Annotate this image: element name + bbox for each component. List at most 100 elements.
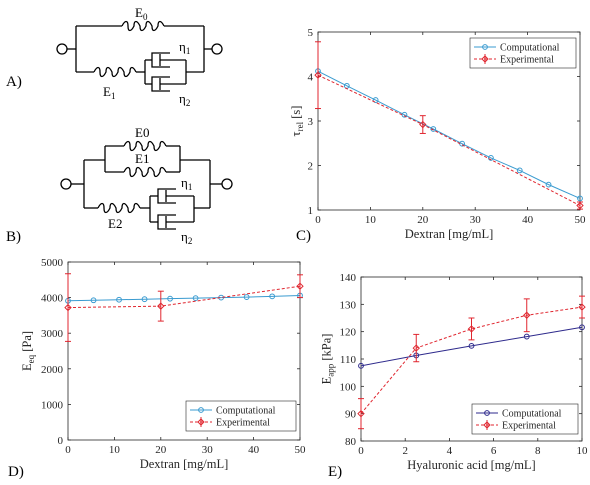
data-point [523,311,531,319]
data-point [269,293,276,300]
data-point [141,296,148,303]
legend-entry: Computational [500,43,560,54]
dashpot-eta2-b-icon [157,214,176,230]
x-tick-label: 30 [470,214,482,226]
legend-box [185,400,297,432]
y-axis-label: τrel [s] [289,106,305,137]
y-axis-symbol: τ [289,131,303,136]
data-point [488,155,494,161]
label-eta2: η2 [179,91,190,108]
y-tick-label: 3000 [41,328,64,340]
y-tick-label: 100 [340,381,357,393]
legend-marker [198,407,204,413]
chart-e: 0 2 4 6 8 10 80 90 100 110 120 130 140 Hyaluronic aci… [319,272,588,480]
y-tick-label: 90 [345,409,357,421]
dashpot-eta1-icon [151,52,170,68]
y-tick-label: 1000 [41,399,64,411]
data-point [577,195,583,202]
chart-c: 0 10 20 30 40 50 1 2 3 4 5 Dextran [mg/mL] τrel [s] C… [289,27,586,244]
panel-label: E) [328,464,342,480]
data-point [314,71,322,79]
data-point [116,296,122,303]
legend-marker [482,44,488,50]
y-axis-subscript: eq [26,354,36,363]
data-point [90,297,97,304]
y-tick-label: 4 [308,72,314,84]
y-tick-label: 120 [340,327,357,339]
panel-a-diagram [56,20,223,92]
y-tick-label: 140 [340,272,357,284]
x-axis-label: Dextran [mg/mL] [140,457,229,471]
legend-entry: Experimental [502,421,556,432]
y-tick-label: 4000 [41,293,64,305]
data-point [523,333,530,340]
y-tick-label: 5000 [41,257,64,269]
y-tick-label: 2000 [41,364,64,376]
data-point [576,201,584,210]
panel-label: D) [8,464,24,480]
legend-marker [484,410,490,416]
label-eta1-b: η1 [181,175,192,192]
data-point [372,97,379,103]
label-e0-b: E0 [135,125,149,140]
panel-a-label: A) [6,74,22,90]
series-line [360,306,583,414]
data-point [468,342,475,349]
series-line [360,326,583,367]
y-tick-label: 0 [58,435,64,447]
x-tick-label: 10 [577,445,589,457]
data-point [243,294,250,300]
data-point [516,167,523,174]
x-tick-label: 20 [417,214,429,226]
label-e0: E0 [135,5,148,22]
panel-b-label: B) [6,229,21,245]
x-tick-label: 8 [535,445,541,457]
data-point [579,324,585,331]
label-eta1: η1 [179,39,190,56]
x-tick-label: 10 [365,214,377,226]
data-point [545,181,552,188]
y-tick-label: 3 [308,116,314,128]
data-point [192,295,199,302]
data-point [578,303,586,311]
dashpot-eta1-b-icon [157,188,176,204]
data-point [157,302,165,310]
y-axis-subscript: rel [295,121,305,131]
data-point [357,409,365,418]
data-point [64,303,72,312]
data-point [467,325,476,333]
y-axis-unit: [s] [289,106,303,122]
y-axis-unit: [kPa] [319,334,333,364]
legend-box [471,403,579,435]
label-eta2-b: η2 [181,229,192,246]
label-e1: E1 [103,84,115,101]
x-tick-label: 50 [575,214,587,226]
spring-e2-icon [97,202,141,214]
data-point [358,362,364,369]
x-axis-label: Hyaluronic acid [mg/mL] [407,458,535,472]
y-axis-unit: [Pa] [20,331,34,355]
y-tick-label: 1 [308,205,314,217]
spring-e1-b-icon [123,166,167,178]
y-tick-label: 130 [340,299,357,311]
panel-label: C) [296,228,311,244]
data-point [419,120,427,129]
x-tick-label: 50 [295,444,307,456]
x-tick-label: 0 [358,445,364,457]
dashpot-eta2-icon [151,76,170,92]
y-axis-subscript: app [325,363,335,376]
y-axis-symbol: E [319,376,333,384]
y-axis-label: Eeq [Pa] [20,331,36,371]
legend-entry: Computational [216,406,276,417]
x-tick-label: 2 [402,445,408,457]
series-line [317,70,581,199]
spring-e0-icon [121,20,165,32]
y-axis-label: Eapp [kPa] [319,334,335,385]
x-axis-label: Dextran [mg/mL] [405,227,494,241]
x-tick-label: 20 [155,444,167,456]
x-tick-label: 4 [447,445,453,457]
y-axis-symbol: E [20,363,34,371]
spring-e0-b-icon [123,140,167,152]
panel-b-diagram [60,140,233,230]
legend-entry: Experimental [216,418,270,429]
